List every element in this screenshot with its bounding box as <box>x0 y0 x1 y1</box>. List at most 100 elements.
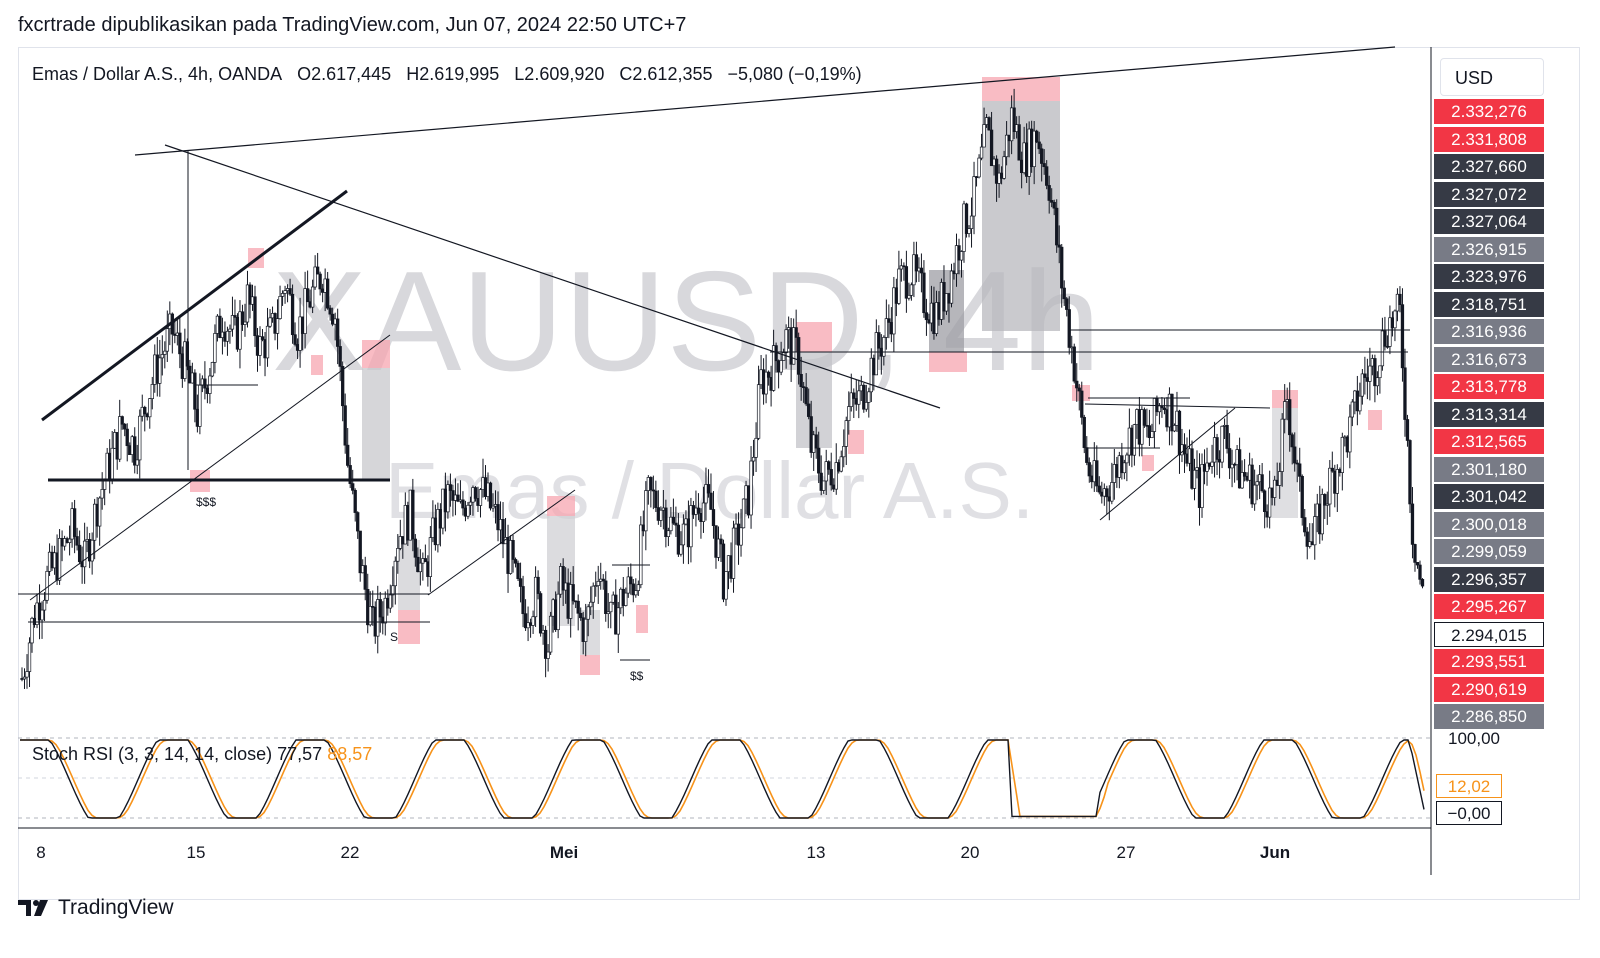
legend-close: C2.612,355 <box>619 64 713 84</box>
brand-name: TradingView <box>58 896 174 919</box>
candle-body <box>228 328 232 332</box>
candle-body <box>1225 424 1229 449</box>
candle-body <box>230 315 235 330</box>
candle-body <box>1042 163 1046 168</box>
candle-body <box>1375 377 1380 387</box>
candle-body <box>203 378 207 389</box>
chart-frame <box>18 47 1580 900</box>
price-tag: 2.290,619 <box>1434 676 1544 702</box>
candle-body <box>283 290 287 294</box>
tradingview-brand[interactable]: TradingView <box>18 896 174 920</box>
legend-change: −5,080 (−0,19%) <box>727 64 862 84</box>
candle-body <box>198 384 202 427</box>
trend-line <box>29 334 391 601</box>
candle-body <box>193 372 197 410</box>
candle-body <box>293 334 297 345</box>
candle-body <box>669 516 673 532</box>
candle-body <box>556 593 560 631</box>
candle-body <box>654 490 658 508</box>
candle-body <box>1398 293 1402 306</box>
candle-body <box>456 494 460 502</box>
candle-body <box>501 519 505 545</box>
candle-body <box>90 539 94 562</box>
candle-body <box>887 318 891 323</box>
candle-body <box>606 611 610 614</box>
candle-body <box>423 558 428 563</box>
candle-body <box>666 530 671 537</box>
candle-body <box>731 527 736 579</box>
candle-body <box>118 416 122 460</box>
candle-body <box>949 270 954 304</box>
candle-body <box>488 482 493 509</box>
candle-body <box>751 456 756 462</box>
currency-selector[interactable]: USD <box>1440 58 1544 96</box>
candle-body <box>233 315 237 318</box>
candle-body <box>631 583 635 596</box>
candle-body <box>601 578 605 582</box>
stoch-rsi-k-line <box>20 739 1425 819</box>
candle-body <box>676 524 681 555</box>
candle-body <box>636 584 640 591</box>
candle-body <box>1220 425 1224 463</box>
candle-body <box>1047 185 1051 201</box>
time-axis-label: Jun <box>1259 843 1291 862</box>
candle-body <box>318 273 322 290</box>
candle-body <box>779 360 783 373</box>
candle-body <box>22 676 27 680</box>
candle-body <box>265 325 270 359</box>
zone-box <box>796 322 832 352</box>
candle-body <box>72 508 77 537</box>
candle-body <box>1420 579 1425 587</box>
price-tag: 2.295,267 <box>1434 594 1544 619</box>
legend-open: O2.617,445 <box>297 64 392 84</box>
candle-body <box>704 484 708 504</box>
price-tag: 2.327,660 <box>1434 154 1544 179</box>
candle-body <box>1085 447 1089 463</box>
candle-body <box>1388 317 1392 347</box>
candle-body <box>1122 462 1127 474</box>
time-axis-label: Mei <box>549 843 579 862</box>
candle-body <box>852 392 856 399</box>
candle-body <box>1045 166 1049 186</box>
liquidity-label: S <box>390 630 398 644</box>
candle-body <box>1385 345 1390 348</box>
candle-body <box>98 497 102 527</box>
candle-body <box>754 437 758 458</box>
candle-body <box>972 176 976 217</box>
price-tag: 2.318,751 <box>1434 291 1544 317</box>
candle-body <box>1210 461 1214 467</box>
candle-body <box>1215 437 1219 460</box>
candle-body <box>516 562 520 579</box>
trend-line <box>1084 403 1271 409</box>
candle-body <box>178 332 182 355</box>
candle-body <box>511 540 515 560</box>
candle-body <box>473 487 478 499</box>
candle-body <box>892 287 896 335</box>
candle-body <box>210 362 215 377</box>
candle-body <box>919 267 924 274</box>
candle-body <box>994 158 999 184</box>
candle-body <box>1328 467 1332 505</box>
candle-body <box>824 461 828 482</box>
legend-low: L2.609,920 <box>514 64 605 84</box>
candle-body <box>478 489 483 506</box>
candle-body <box>1378 365 1382 379</box>
candle-body <box>914 254 919 272</box>
candle-body <box>1373 358 1377 387</box>
candle-body <box>1067 309 1071 348</box>
price-tag: 2.301,042 <box>1434 484 1544 509</box>
candle-body <box>724 571 728 600</box>
candle-body <box>571 584 575 602</box>
candle-body <box>518 578 523 587</box>
legend-symbol: Emas / Dollar A.S., 4h, OANDA <box>32 64 283 84</box>
candle-body <box>496 504 500 531</box>
candle-body <box>569 584 573 619</box>
candle-body <box>716 538 721 558</box>
candle-body <box>1170 393 1174 432</box>
candle-body <box>353 489 357 513</box>
publish-caption: fxcrtrade dipublikasikan pada TradingVie… <box>18 14 687 36</box>
candle-body <box>644 490 648 532</box>
candle-body <box>696 507 701 514</box>
candle-body <box>711 509 716 526</box>
